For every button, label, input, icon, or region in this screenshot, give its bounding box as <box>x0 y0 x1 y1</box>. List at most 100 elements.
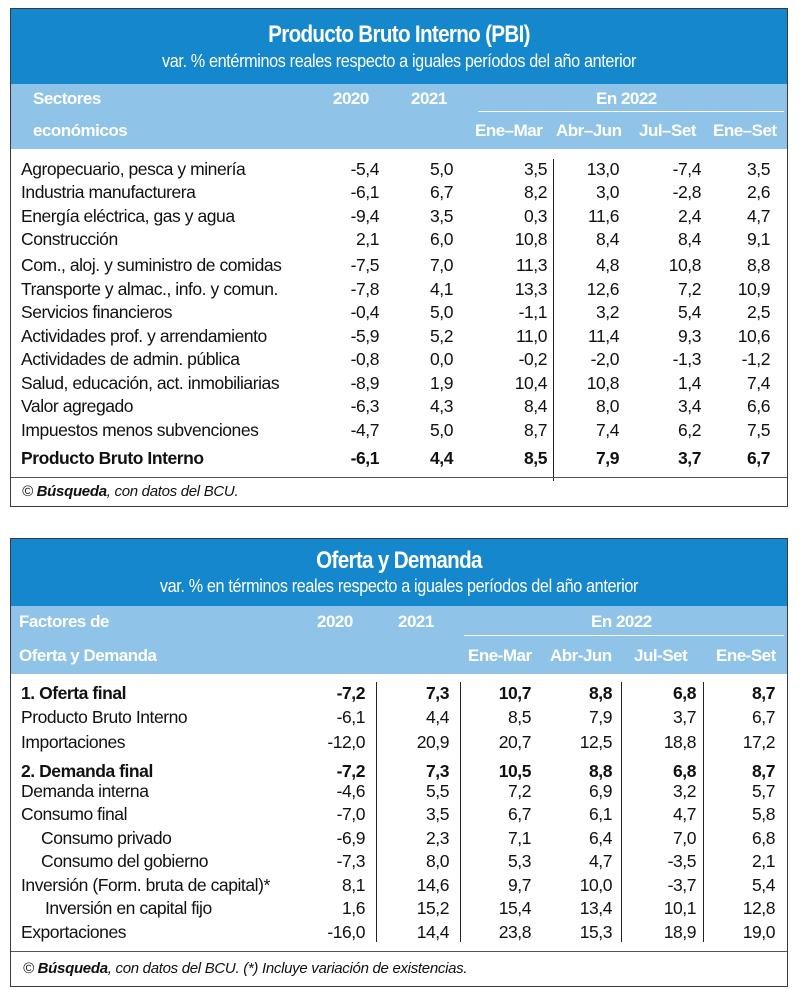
pbi-footer-source-name: Búsqueda <box>36 483 107 500</box>
pbi-cell-col-6: 10,6 <box>737 326 771 346</box>
oferta-cell-col-3: 7,2 <box>508 781 531 801</box>
oferta-cell-col-6: 6,8 <box>752 828 775 848</box>
pbi-cell-col-6: 6,7 <box>747 448 770 468</box>
pbi-cell-col-6: 2,6 <box>747 182 770 202</box>
oferta-table-row: Inversión en capital fijo 1,6 15,2 15,4 13,4… <box>11 896 787 920</box>
oferta-cell-col-3: 9,7 <box>508 875 531 895</box>
pbi-cell-col-5: -2,8 <box>672 182 702 202</box>
pbi-header-2021: 2021 <box>411 89 447 108</box>
pbi-subtitle: var. % entérminos reales respecto a igua… <box>161 51 637 71</box>
pbi-header-q3: Jul–Set <box>639 121 696 140</box>
pbi-cell-col-3: 8,4 <box>524 396 547 416</box>
pbi-cell-col-5: 3,4 <box>678 396 701 416</box>
pbi-cell-col-3: 11,3 <box>516 255 547 275</box>
pbi-cell-col-6: 4,7 <box>747 206 770 226</box>
oferta-cell-col-5: 3,2 <box>673 781 696 801</box>
pbi-table-row: Actividades de admin. pública -0,8 0,0 -0,2… <box>11 347 787 371</box>
pbi-cell-col-3: 8,5 <box>524 448 547 468</box>
oferta-cell-col-6: 5,4 <box>752 875 775 895</box>
oferta-cell-col-5: 18,8 <box>663 732 697 752</box>
pbi-row-label: Actividades de admin. pública <box>21 349 240 369</box>
pbi-cell-col-2: 0,0 <box>430 349 453 369</box>
oferta-cell-col-1: -7,0 <box>336 804 366 824</box>
oferta-cell-col-6: 5,8 <box>752 804 775 824</box>
oferta-header-label-line2: Oferta y Demanda <box>19 646 157 665</box>
pbi-row-label: Com., aloj. y suministro de comidas <box>21 255 282 275</box>
oferta-cell-col-5: -3,5 <box>667 851 697 871</box>
pbi-cell-col-3: 8,7 <box>524 420 547 440</box>
oferta-cell-col-1: -6,1 <box>336 707 366 727</box>
oferta-cell-col-1: -6,9 <box>336 828 366 848</box>
oferta-cell-col-1: -7,3 <box>336 851 366 871</box>
pbi-table-panel: Producto Bruto Interno (PBI) var. % enté… <box>10 8 788 507</box>
pbi-table-row: Valor agregado -6,3 4,3 8,4 8,0 3,4 6,6 <box>11 394 787 418</box>
oferta-cell-col-5: 7,0 <box>673 828 696 848</box>
pbi-cell-col-4: 3,0 <box>596 182 619 202</box>
pbi-cell-col-2: 5,0 <box>430 302 453 322</box>
oferta-row-label: Importaciones <box>21 732 126 752</box>
pbi-cell-col-5: 2,4 <box>678 206 701 226</box>
pbi-header-q2: Abr–Jun <box>556 121 622 140</box>
oferta-cell-col-4: 15,3 <box>579 922 613 942</box>
oferta-cell-col-6: 17,2 <box>742 732 776 752</box>
oferta-header-2021: 2021 <box>398 612 434 631</box>
oferta-table-row: Consumo privado -6,9 2,3 7,1 6,4 7,0 6,8 <box>11 826 787 850</box>
oferta-cell-col-4: 6,4 <box>589 828 612 848</box>
oferta-row-label: 2. Demanda final <box>21 761 153 781</box>
oferta-cell-col-4: 7,9 <box>589 707 612 727</box>
oferta-header-label-line1: Factores de <box>19 612 109 631</box>
pbi-header-label-line1: Sectores <box>33 89 101 108</box>
oferta-row-label: Consumo final <box>21 804 128 824</box>
pbi-cell-col-5: 10,8 <box>668 255 702 275</box>
oferta-cell-col-1: -16,0 <box>327 922 365 942</box>
oferta-footer-source-name: Búsqueda <box>37 960 108 977</box>
pbi-cell-col-4: 3,2 <box>596 302 619 322</box>
pbi-header-label-line2: económicos <box>33 121 128 140</box>
pbi-cell-col-4: 11,6 <box>588 206 619 226</box>
pbi-cell-col-2: 4,4 <box>430 448 453 468</box>
pbi-column-header: Sectores económicos 2020 2021 En 2022 En… <box>11 84 787 149</box>
oferta-cell-col-3: 23,8 <box>498 922 532 942</box>
oferta-row-label: Exportaciones <box>21 922 127 942</box>
pbi-footer-source-rest: , con datos del BCU. <box>106 483 239 500</box>
oferta-cell-col-3: 6,7 <box>508 804 531 824</box>
oferta-cell-col-4: 8,8 <box>589 761 612 781</box>
pbi-cell-col-4: 12,6 <box>586 279 620 299</box>
pbi-title: Producto Bruto Interno (PBI) <box>268 21 530 48</box>
oferta-table-row: Producto Bruto Interno -6,1 4,4 8,5 7,9 3,7 6,… <box>11 705 787 729</box>
pbi-cell-col-4: 8,0 <box>596 396 619 416</box>
pbi-cell-col-5: 6,2 <box>678 420 701 440</box>
pbi-cell-col-3: -0,2 <box>518 349 548 369</box>
oferta-row-label: Consumo del gobierno <box>41 851 209 871</box>
oferta-row-label: Consumo privado <box>41 828 172 848</box>
pbi-cell-col-5: -7,4 <box>672 159 702 179</box>
oferta-table-row: Consumo del gobierno -7,3 8,0 5,3 4,7 -3,5 2,1 <box>11 849 787 873</box>
pbi-table-row: Transporte y almac., info. y comun. -7,8 4… <box>11 277 787 301</box>
pbi-cell-col-5: 9,3 <box>678 326 701 346</box>
pbi-cell-col-1: -7,8 <box>350 279 380 299</box>
oferta-cell-col-1: -4,6 <box>336 781 366 801</box>
pbi-cell-col-3: 0,3 <box>524 206 547 226</box>
oferta-table-row: Consumo final -7,0 3,5 6,7 6,1 4,7 5,8 <box>11 802 787 826</box>
oferta-cell-col-6: 12,8 <box>742 898 776 918</box>
pbi-footer: © Búsqueda, con datos del BCU. <box>11 477 787 506</box>
oferta-cell-col-2: 4,4 <box>426 707 449 727</box>
pbi-cell-col-3: 10,4 <box>514 373 548 393</box>
pbi-header-q4: Ene–Set <box>713 121 777 140</box>
pbi-cell-col-2: 1,9 <box>430 373 453 393</box>
oferta-cell-col-5: 18,9 <box>663 922 697 942</box>
pbi-row-label: Valor agregado <box>21 396 134 416</box>
oferta-table-row: Exportaciones -16,0 14,4 23,8 15,3 18,9 19,0 <box>11 920 787 944</box>
pbi-header-group-line <box>478 111 784 112</box>
pbi-cell-col-4: 10,8 <box>586 373 620 393</box>
oferta-header-q3: Jul-Set <box>634 646 688 665</box>
pbi-header-q1: Ene–Mar <box>475 121 543 140</box>
oferta-column-divider-2 <box>460 682 461 942</box>
pbi-cell-col-4: 7,9 <box>596 448 619 468</box>
pbi-cell-col-3: -1,1 <box>518 302 548 322</box>
oferta-cell-col-4: 8,8 <box>589 683 612 703</box>
oferta-table-row: Importaciones -12,0 20,9 20,7 12,5 18,8 17,2 <box>11 730 787 754</box>
oferta-title: Oferta y Demanda <box>316 547 482 574</box>
pbi-cell-col-2: 5,0 <box>430 159 453 179</box>
pbi-cell-col-2: 6,7 <box>430 182 453 202</box>
